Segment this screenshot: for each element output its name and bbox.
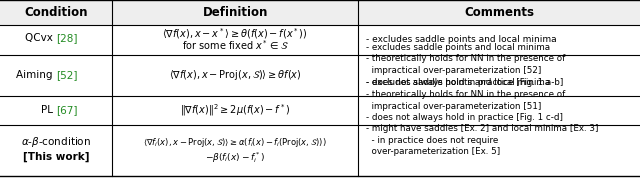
Text: $\langle \nabla f_i(x), x - \mathrm{Proj}(x, \mathcal{S}) \rangle \geq \alpha(f_: $\langle \nabla f_i(x), x - \mathrm{Proj… <box>143 136 327 149</box>
Text: Definition: Definition <box>202 6 268 19</box>
Text: - excludes saddle points and local minima
- theoretically holds for NN in the pr: - excludes saddle points and local minim… <box>366 43 565 87</box>
Text: - might have saddles [Ex. 2] and local minima [Ex. 3]
  - in practice does not r: - might have saddles [Ex. 2] and local m… <box>366 124 598 156</box>
Text: Comments: Comments <box>464 6 534 19</box>
Text: - excludes saddle points and local minima
- theoretically holds for NN in the pr: - excludes saddle points and local minim… <box>366 78 565 122</box>
Text: Condition: Condition <box>24 6 88 19</box>
Text: Aiming: Aiming <box>16 70 56 80</box>
Text: $-\beta(f_i(x) - f_i^*)$: $-\beta(f_i(x) - f_i^*)$ <box>205 150 265 165</box>
Text: [52]: [52] <box>56 70 77 80</box>
Text: [This work]: [This work] <box>23 152 89 162</box>
Text: $\langle \nabla f(x), x - x^* \rangle \geq \theta(f(x) - f(x^*))$: $\langle \nabla f(x), x - x^* \rangle \g… <box>163 26 308 41</box>
Text: [28]: [28] <box>56 33 77 43</box>
Text: QCvx: QCvx <box>25 33 56 43</box>
Text: PL: PL <box>41 105 56 115</box>
Text: $\langle \nabla f(x), x - \mathrm{Proj}(x, \mathcal{S}) \rangle \geq \theta f(x): $\langle \nabla f(x), x - \mathrm{Proj}(… <box>169 68 301 82</box>
Text: $\|\nabla f(x)\|^2 \geq 2\mu(f(x) - f^*)$: $\|\nabla f(x)\|^2 \geq 2\mu(f(x) - f^*)… <box>180 102 291 118</box>
Bar <box>0 0 640 25</box>
Text: for some fixed $x^* \in \mathcal{S}$: for some fixed $x^* \in \mathcal{S}$ <box>182 39 289 52</box>
Text: - excludes saddle points and local minima: - excludes saddle points and local minim… <box>366 36 557 44</box>
Text: $\alpha$-$\beta$-condition: $\alpha$-$\beta$-condition <box>21 135 91 149</box>
Text: [67]: [67] <box>56 105 77 115</box>
